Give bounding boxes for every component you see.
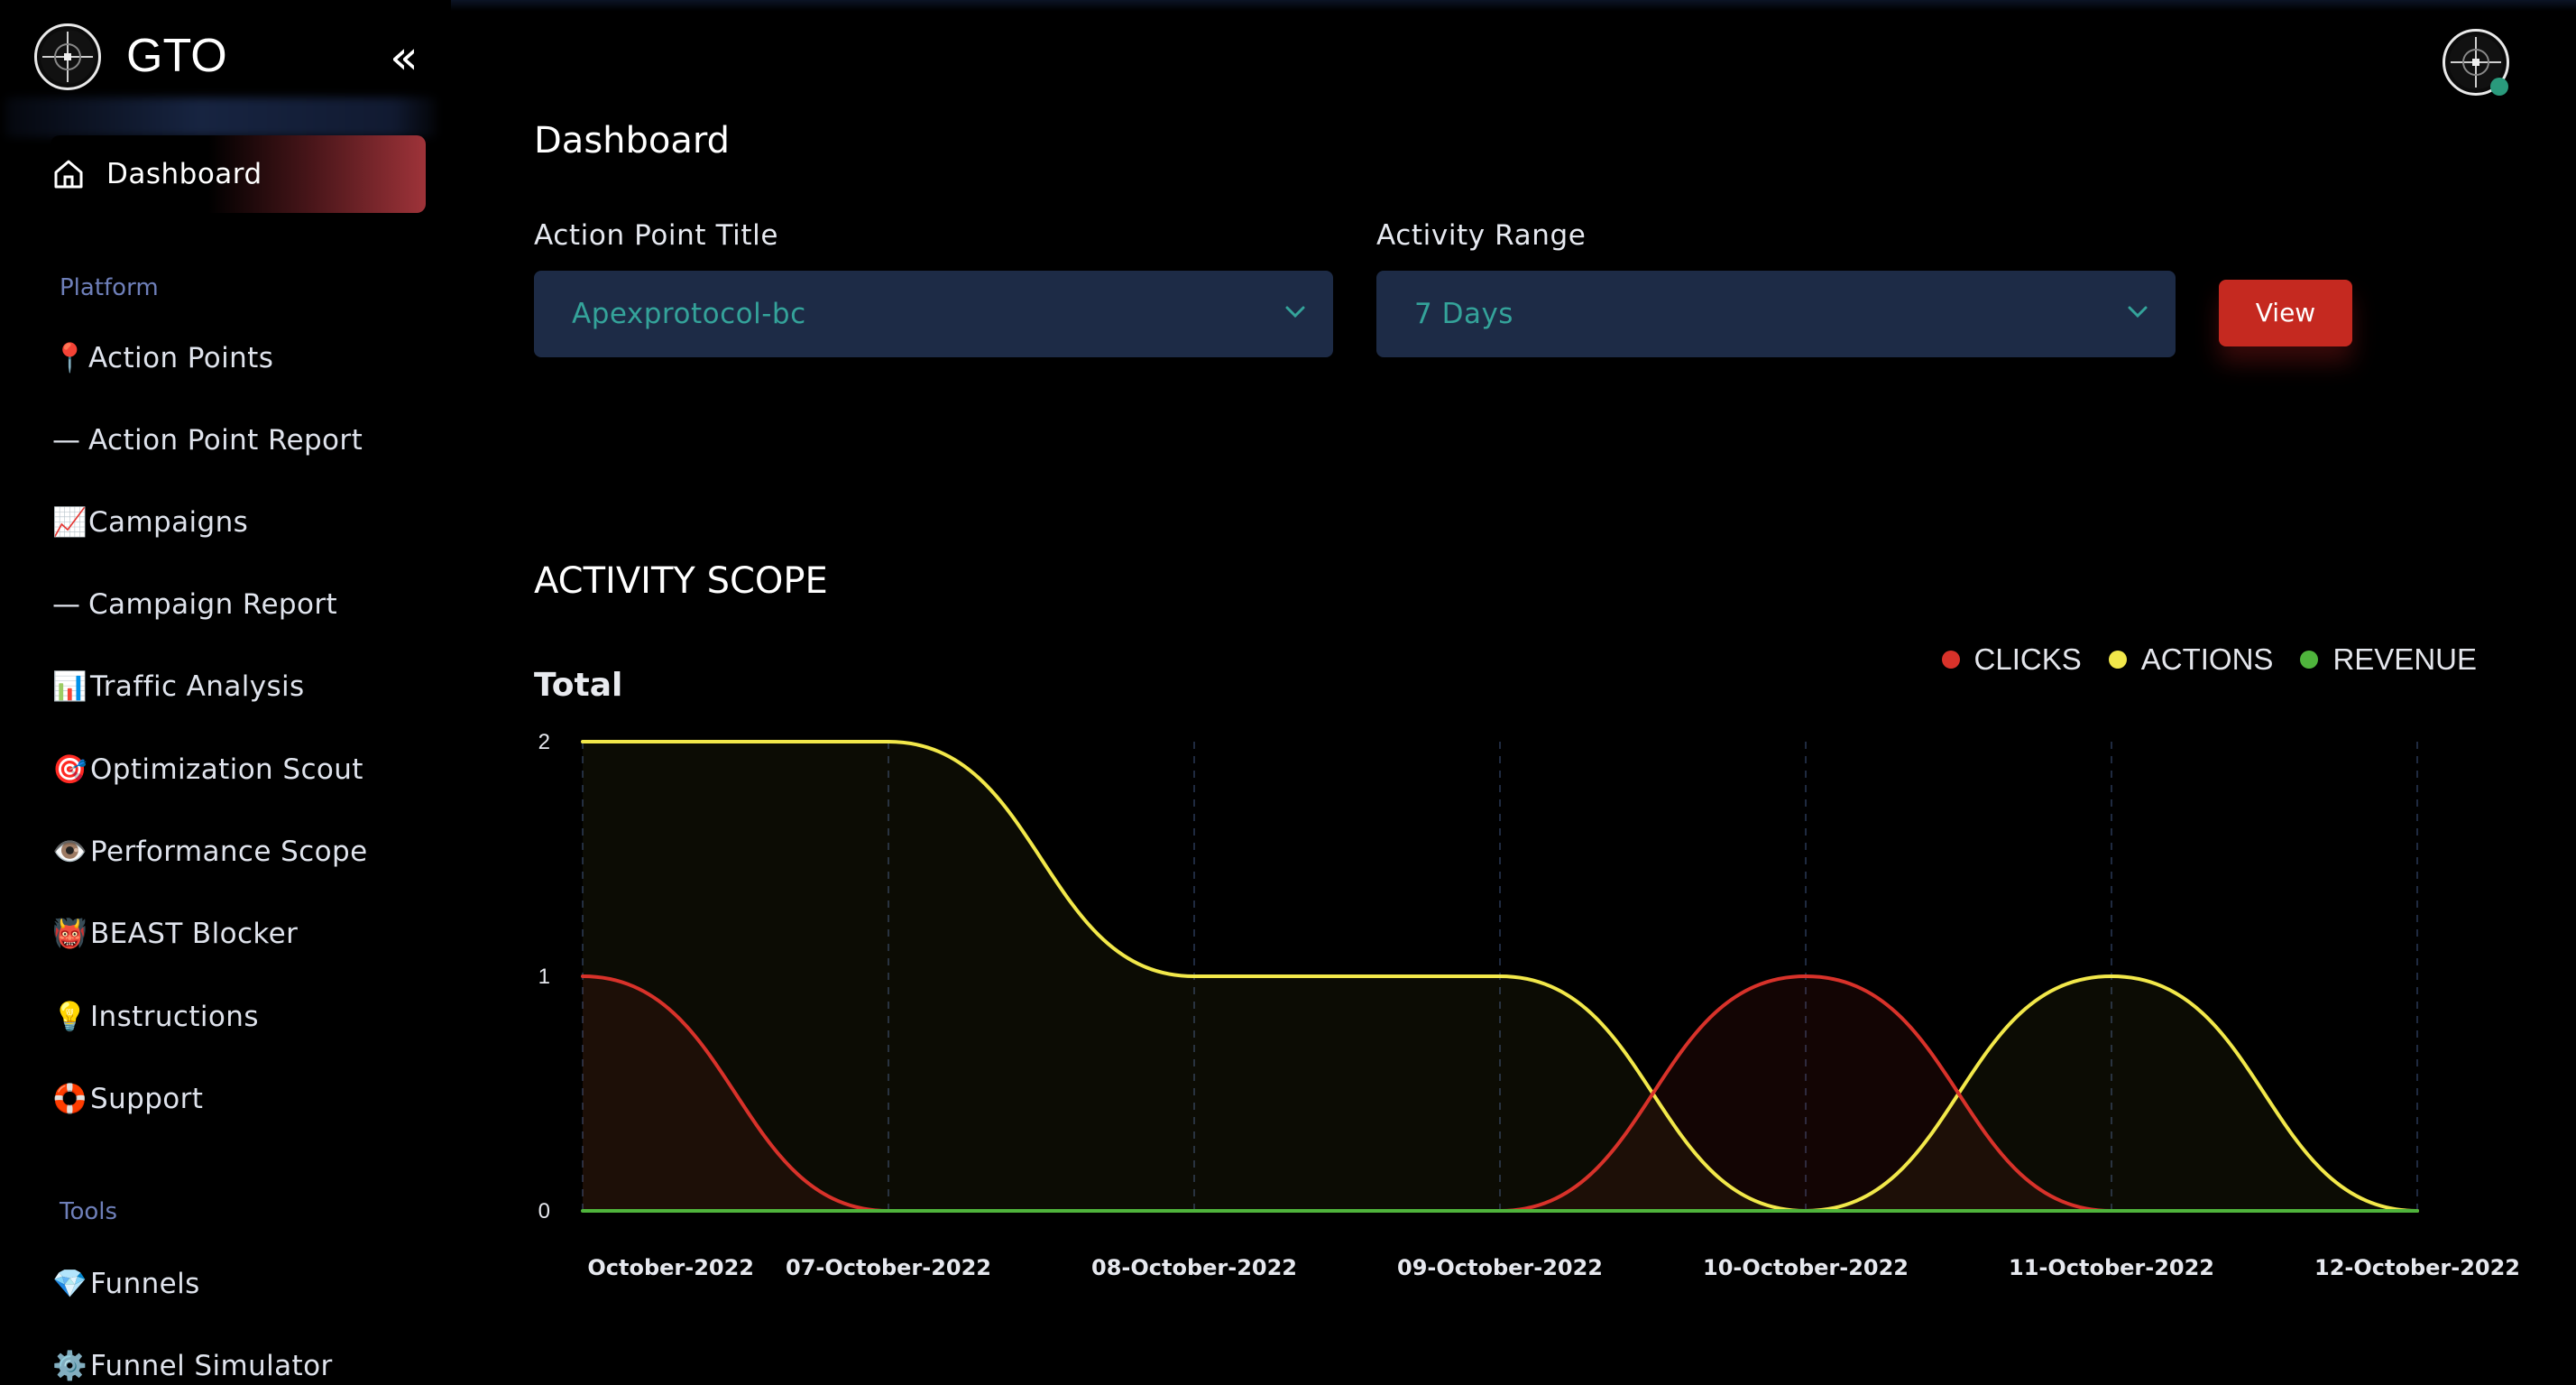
brand-logo[interactable] <box>34 23 101 90</box>
chart-subtitle: Total <box>534 667 623 704</box>
top-bar <box>451 0 2576 11</box>
gear-icon: ⚙️ <box>52 1350 87 1382</box>
activity-range-label: Activity Range <box>1376 219 1587 252</box>
chart-title: ACTIVITY SCOPE <box>534 560 828 602</box>
sidebar-item-action-points[interactable]: 📍Action Points <box>52 339 273 377</box>
x-tick-label-4: 10-October-2022 <box>1703 1255 1909 1280</box>
sidebar-item-label: Campaign Report <box>88 588 338 621</box>
sidebar-item-dashboard[interactable]: Dashboard <box>51 135 426 213</box>
sidebar-item-label: Action Points <box>88 342 274 374</box>
sidebar-item-label: Traffic Analysis <box>90 670 305 703</box>
activity-range-select[interactable]: 7 Days <box>1376 271 2176 357</box>
sidebar: GTO « Dashboard Platform 📍Action Points … <box>0 0 447 1382</box>
sidebar-item-beast-blocker[interactable]: 👹BEAST Blocker <box>52 915 298 953</box>
activity-chart: 0 1 2 October-2022 07-October-2022 08-Octobe… <box>538 730 2520 1280</box>
sidebar-item-campaign-report[interactable]: — Campaign Report <box>52 586 337 623</box>
section-heading-platform: Platform <box>60 274 159 301</box>
y-tick-label-2: 2 <box>538 730 550 754</box>
x-axis-ticks: October-2022 07-October-2022 08-October-20… <box>587 1255 2520 1280</box>
x-tick-label-6: 12-October-2022 <box>2314 1255 2520 1280</box>
sidebar-item-label: Instructions <box>90 1001 259 1033</box>
x-tick-label-3: 09-October-2022 <box>1397 1255 1603 1280</box>
sidebar-item-instructions[interactable]: 💡Instructions <box>52 998 259 1036</box>
dash-icon: — <box>52 588 81 621</box>
section-heading-tools: Tools <box>60 1198 118 1225</box>
online-status-dot <box>2490 78 2508 96</box>
sidebar-item-funnels[interactable]: 💎Funnels <box>52 1265 200 1303</box>
sidebar-header-glow <box>5 97 437 137</box>
y-tick-label-0: 0 <box>538 1199 550 1223</box>
line-clicks <box>581 974 2419 1214</box>
y-axis-ticks: 0 1 2 <box>538 730 550 1223</box>
view-button[interactable]: View <box>2219 280 2352 346</box>
target-icon: 🎯 <box>52 753 87 786</box>
x-tick-label-2: 08-October-2022 <box>1091 1255 1297 1280</box>
sidebar-item-support[interactable]: 🛟Support <box>52 1080 203 1118</box>
sidebar-item-performance-scope[interactable]: 👁️Performance Scope <box>52 833 368 871</box>
page-title: Dashboard <box>534 120 731 162</box>
sidebar-item-label: BEAST Blocker <box>90 918 299 950</box>
brand-name: GTO <box>126 30 227 82</box>
user-avatar[interactable] <box>2443 29 2509 96</box>
line-actions <box>581 740 2419 1214</box>
x-tick-label-1: 07-October-2022 <box>786 1255 991 1280</box>
sidebar-item-campaigns[interactable]: 📈Campaigns <box>52 503 248 541</box>
area-clicks <box>583 976 2417 1211</box>
x-tick-label-5: 11-October-2022 <box>2009 1255 2214 1280</box>
sidebar-item-label: Funnels <box>90 1268 200 1300</box>
x-tick-label-0: October-2022 <box>587 1255 754 1280</box>
sidebar-item-label: Funnel Simulator <box>90 1350 333 1382</box>
sidebar-item-optimization-scout[interactable]: 🎯Optimization Scout <box>52 751 363 789</box>
chart-lines <box>581 740 2419 1214</box>
dash-icon: — <box>52 424 81 457</box>
legend-item-actions[interactable]: ACTIONS <box>2108 642 2274 677</box>
legend-label: REVENUE <box>2332 642 2477 676</box>
sidebar-item-label: Support <box>90 1083 204 1115</box>
action-point-value: Apexprotocol-bc <box>572 298 806 330</box>
sidebar-item-label: Dashboard <box>106 158 262 190</box>
collapse-sidebar-button[interactable]: « <box>390 32 419 83</box>
chart-up-icon: 📈 <box>52 506 87 539</box>
sidebar-item-label: Campaigns <box>88 506 249 539</box>
sidebar-item-action-point-report[interactable]: — Action Point Report <box>52 421 363 459</box>
legend-dot <box>2108 651 2127 669</box>
sidebar-item-funnel-simulator[interactable]: ⚙️Funnel Simulator <box>52 1347 333 1385</box>
legend-item-clicks[interactable]: CLICKS <box>1941 642 2082 677</box>
legend-label: ACTIONS <box>2140 642 2274 676</box>
sidebar-item-label: Optimization Scout <box>90 753 363 786</box>
chevron-down-icon <box>1285 306 1305 319</box>
gem-icon: 💎 <box>52 1268 87 1300</box>
activity-range-value: 7 Days <box>1414 298 1513 330</box>
legend-label: CLICKS <box>1973 642 2082 676</box>
double-chevron-left-icon: « <box>390 31 419 85</box>
sidebar-item-label: Performance Scope <box>90 836 368 868</box>
sidebar-item-label: Action Point Report <box>88 424 363 457</box>
legend-dot <box>1941 651 1960 669</box>
action-point-select[interactable]: Apexprotocol-bc <box>534 271 1333 357</box>
eye-icon: 👁️ <box>52 836 87 868</box>
sidebar-item-traffic-analysis[interactable]: 📊Traffic Analysis <box>52 668 305 706</box>
home-icon <box>54 160 83 189</box>
lightbulb-icon: 💡 <box>52 1001 87 1033</box>
chevron-down-icon <box>2128 306 2148 319</box>
legend-dot <box>2300 651 2319 669</box>
bar-chart-icon: 📊 <box>52 670 87 703</box>
action-point-label: Action Point Title <box>534 219 779 252</box>
ogre-icon: 👹 <box>52 918 87 950</box>
y-tick-label-1: 1 <box>538 965 550 989</box>
legend-item-revenue[interactable]: REVENUE <box>2300 642 2477 677</box>
lifebuoy-icon: 🛟 <box>52 1083 87 1115</box>
chart-legend: CLICKS ACTIONS REVENUE <box>1941 637 2477 682</box>
pin-icon: 📍 <box>52 342 87 374</box>
